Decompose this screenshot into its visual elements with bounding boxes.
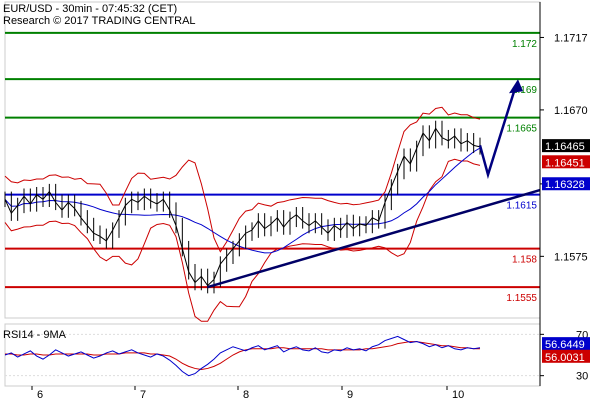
level-label: 1.169 [512,85,537,96]
price-line [4,127,481,287]
bollinger-lower-band [4,158,481,322]
level-label: 1.1615 [506,201,537,212]
level-label: 1.158 [512,255,537,266]
price-tag [542,139,590,153]
support-trendline [206,188,541,289]
rsi-line [4,335,481,377]
moving-average-line [4,147,481,254]
rsi-tag-label: 56.6449 [545,339,585,351]
x-tick-label: 6 [37,389,43,400]
x-tick-label: 9 [347,389,353,400]
y-tick-label: 1.1670 [554,105,588,117]
rsi-label: RSI14 - 9MA [3,329,67,341]
y-tick-label: 1.1575 [554,251,588,263]
rsi-tick-label: 30 [576,371,588,383]
chart-subtitle: Research © 2017 TRADING CENTRAL [3,15,196,27]
price-tag [542,177,590,191]
forecast-arrow-path [478,84,518,180]
price-tag-label: 1.16465 [545,141,585,153]
x-tick-label: 7 [140,389,146,400]
price-tag-label: 1.16328 [545,179,585,191]
rsi-tag-label: 56.0031 [545,352,585,364]
level-label: 1.1555 [506,293,537,304]
rsi-tag [542,349,590,363]
bollinger-upper-band [4,106,481,253]
x-tick-label: 8 [243,389,249,400]
y-tick-label: 1.1717 [554,32,588,44]
level-label: 1.1665 [506,124,537,135]
price-tag-label: 1.16451 [545,157,585,169]
level-label: 1.172 [512,39,537,50]
chart-title: EUR/USD - 30min - 07:45:32 (CET) [3,3,177,15]
x-tick-label: 10 [452,389,464,400]
price-tag [542,155,590,169]
rsi-tag [542,337,590,351]
main-price-panel: 1.17171.16701.16221.15751.1721.1691.1665… [4,1,590,322]
forecast-arrowhead [509,79,523,94]
